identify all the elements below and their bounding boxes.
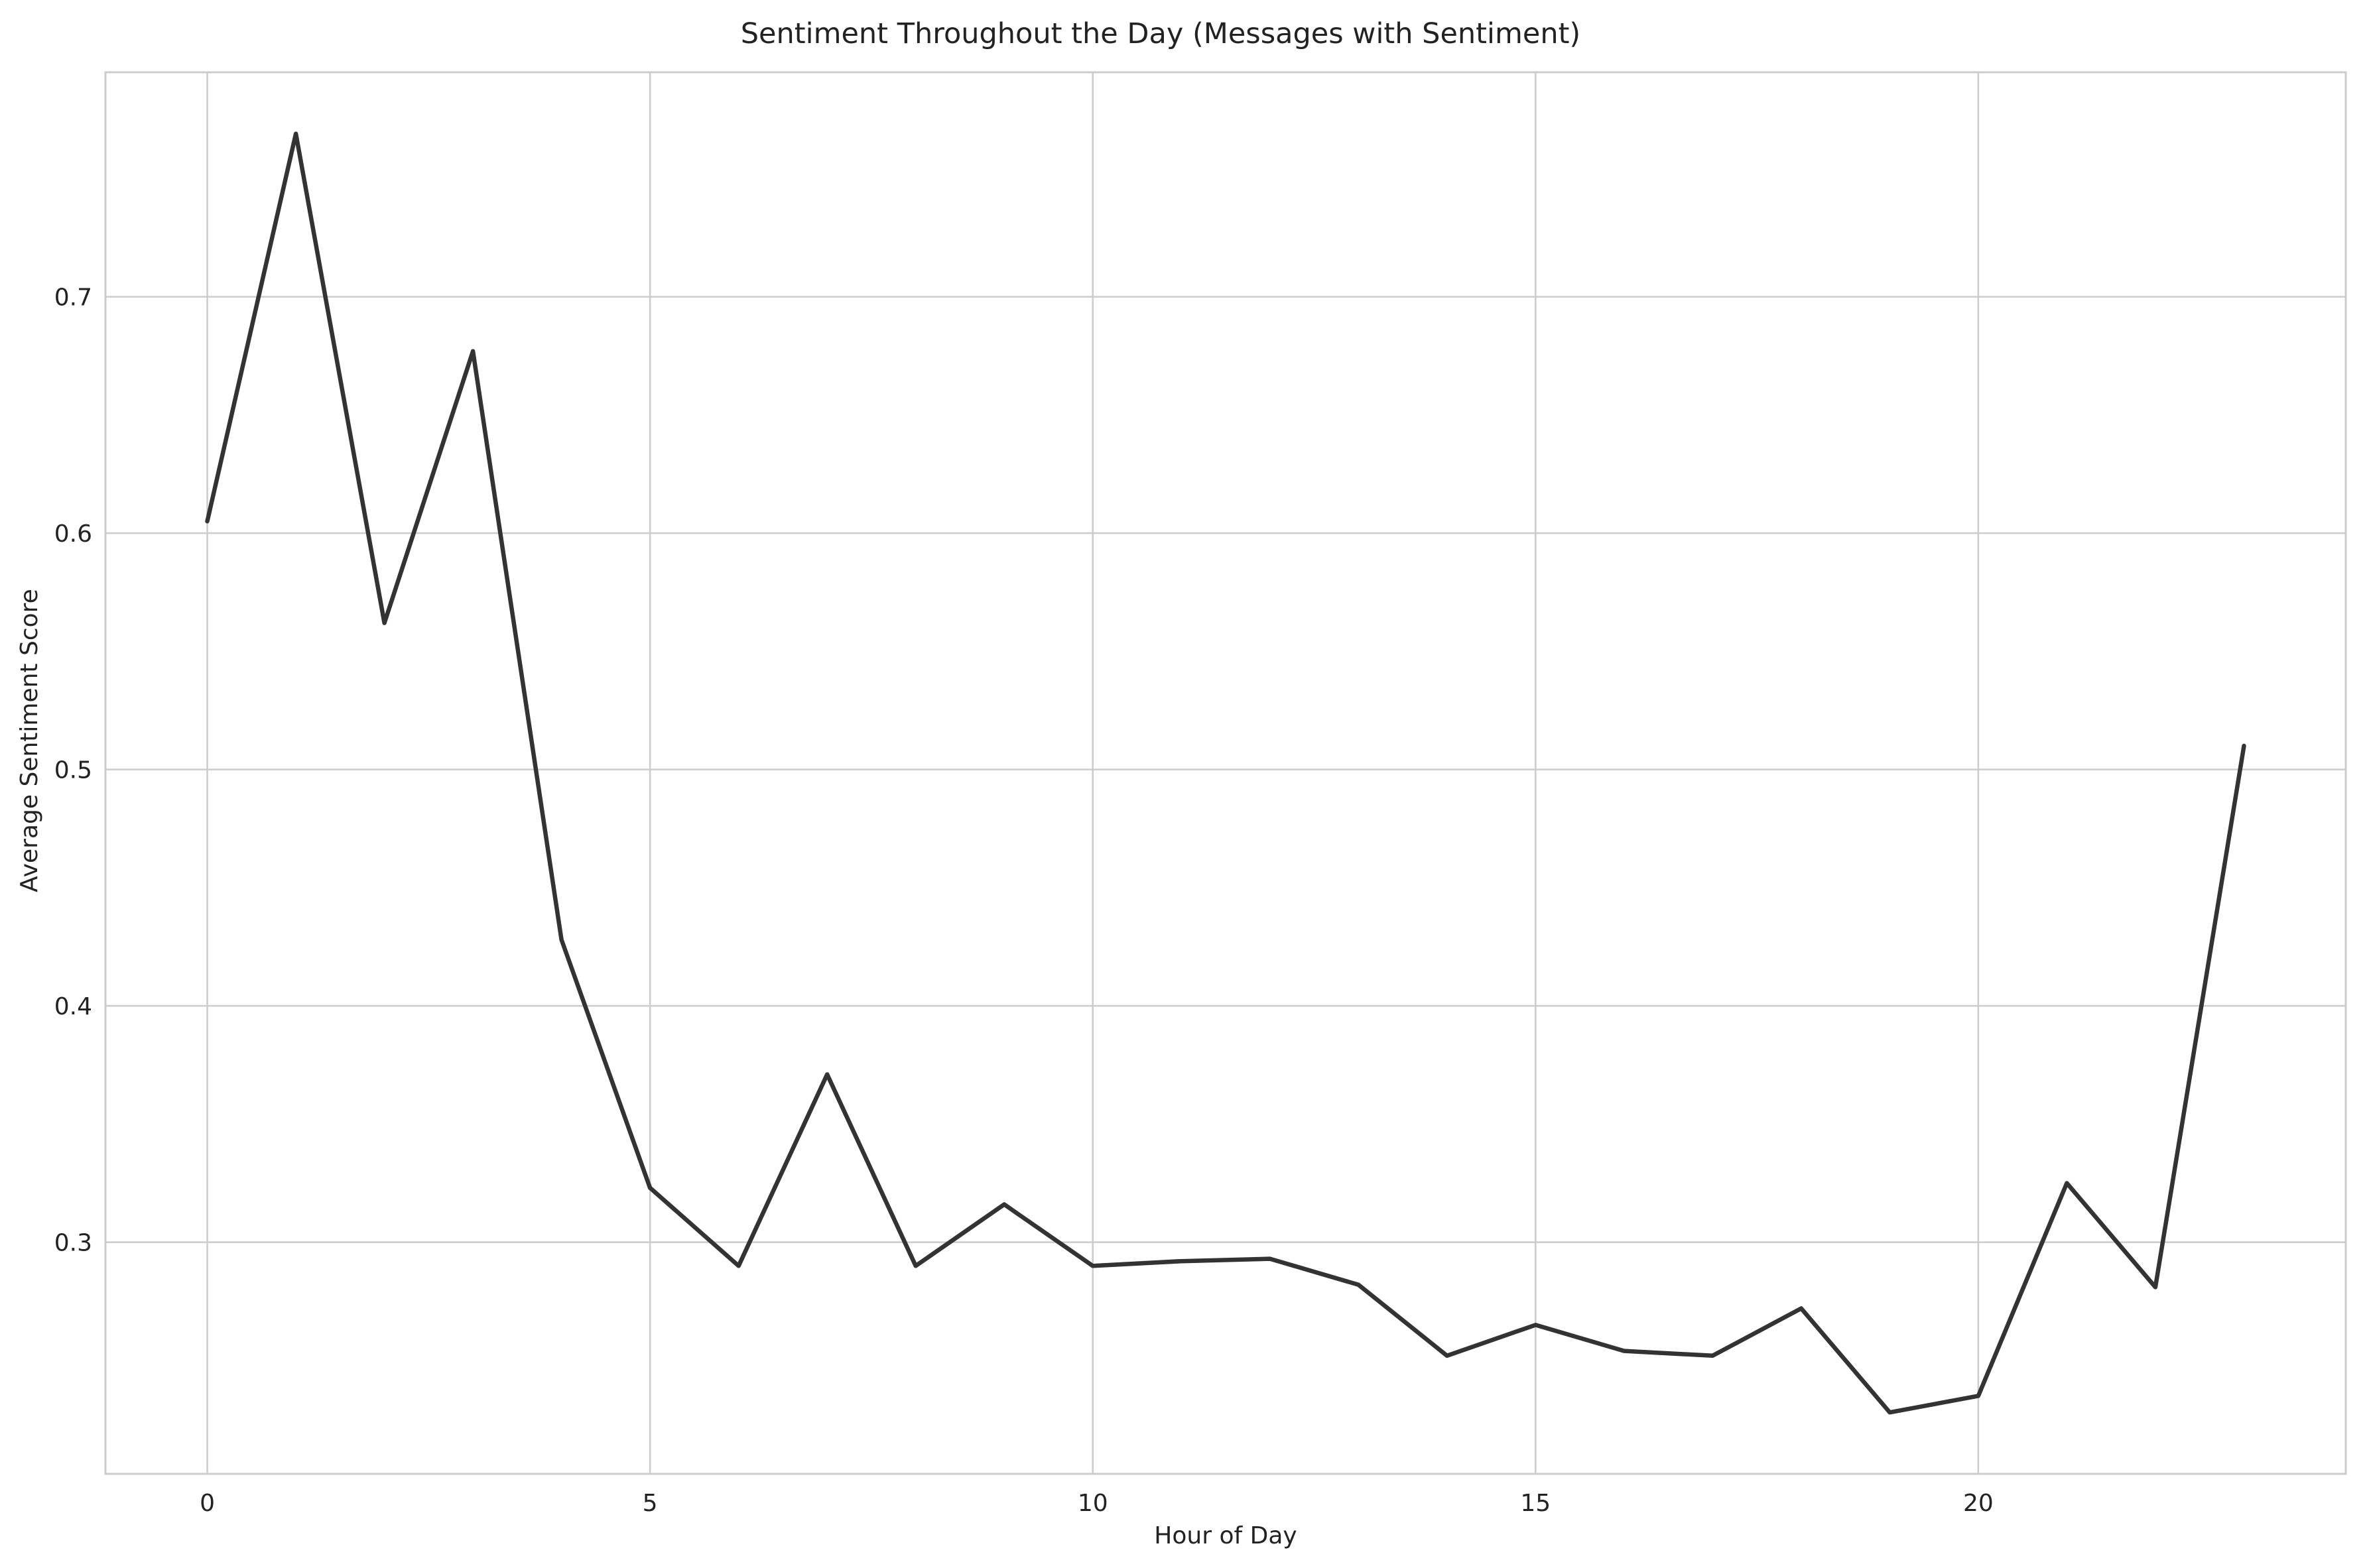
y-tick-label: 0.5 <box>54 757 92 784</box>
data-point <box>560 937 564 941</box>
plot-area-frame <box>104 71 2347 1475</box>
data-point <box>1268 1257 1272 1261</box>
data-point <box>737 1264 741 1268</box>
x-tick-label: 10 <box>1078 1490 1108 1517</box>
grid <box>105 72 2346 1474</box>
series-line-0 <box>205 131 2246 1415</box>
x-tick-label: 5 <box>643 1490 658 1517</box>
data-point <box>2065 1181 2069 1185</box>
data-point <box>294 132 298 136</box>
data-point <box>2242 744 2246 748</box>
data-point <box>1976 1394 1980 1398</box>
data-point <box>1356 1283 1360 1287</box>
x-axis-label: Hour of Day <box>1154 1522 1297 1549</box>
data-point <box>1445 1354 1449 1358</box>
y-tick-label: 0.3 <box>54 1230 92 1257</box>
data-point <box>1533 1323 1537 1327</box>
tick-labels: 0 5 10 15 20 0.3 0.4 0.5 0.6 0.7 <box>54 284 1994 1517</box>
data-point <box>1799 1306 1803 1310</box>
data-point <box>648 1186 652 1190</box>
chart-title: Sentiment Throughout the Day (Messages w… <box>741 17 1580 50</box>
y-axis-label: Average Sentiment Score <box>16 589 43 892</box>
data-point <box>1710 1354 1714 1358</box>
data-point <box>2153 1285 2157 1289</box>
data-point <box>1002 1203 1006 1207</box>
x-tick-label: 0 <box>200 1490 215 1517</box>
x-tick-label: 20 <box>1963 1490 1994 1517</box>
data-point <box>206 519 210 523</box>
series-layer <box>205 131 2246 1415</box>
data-point <box>825 1073 829 1077</box>
data-point <box>1622 1349 1626 1353</box>
data-point <box>914 1264 918 1268</box>
data-point <box>1179 1259 1183 1263</box>
data-point <box>1887 1410 1891 1414</box>
y-tick-label: 0.4 <box>54 993 92 1020</box>
data-point <box>1091 1264 1095 1268</box>
data-point <box>383 621 387 625</box>
y-tick-label: 0.6 <box>54 520 92 548</box>
y-tick-label: 0.7 <box>54 284 92 312</box>
x-tick-label: 15 <box>1520 1490 1551 1517</box>
data-point <box>471 349 475 353</box>
